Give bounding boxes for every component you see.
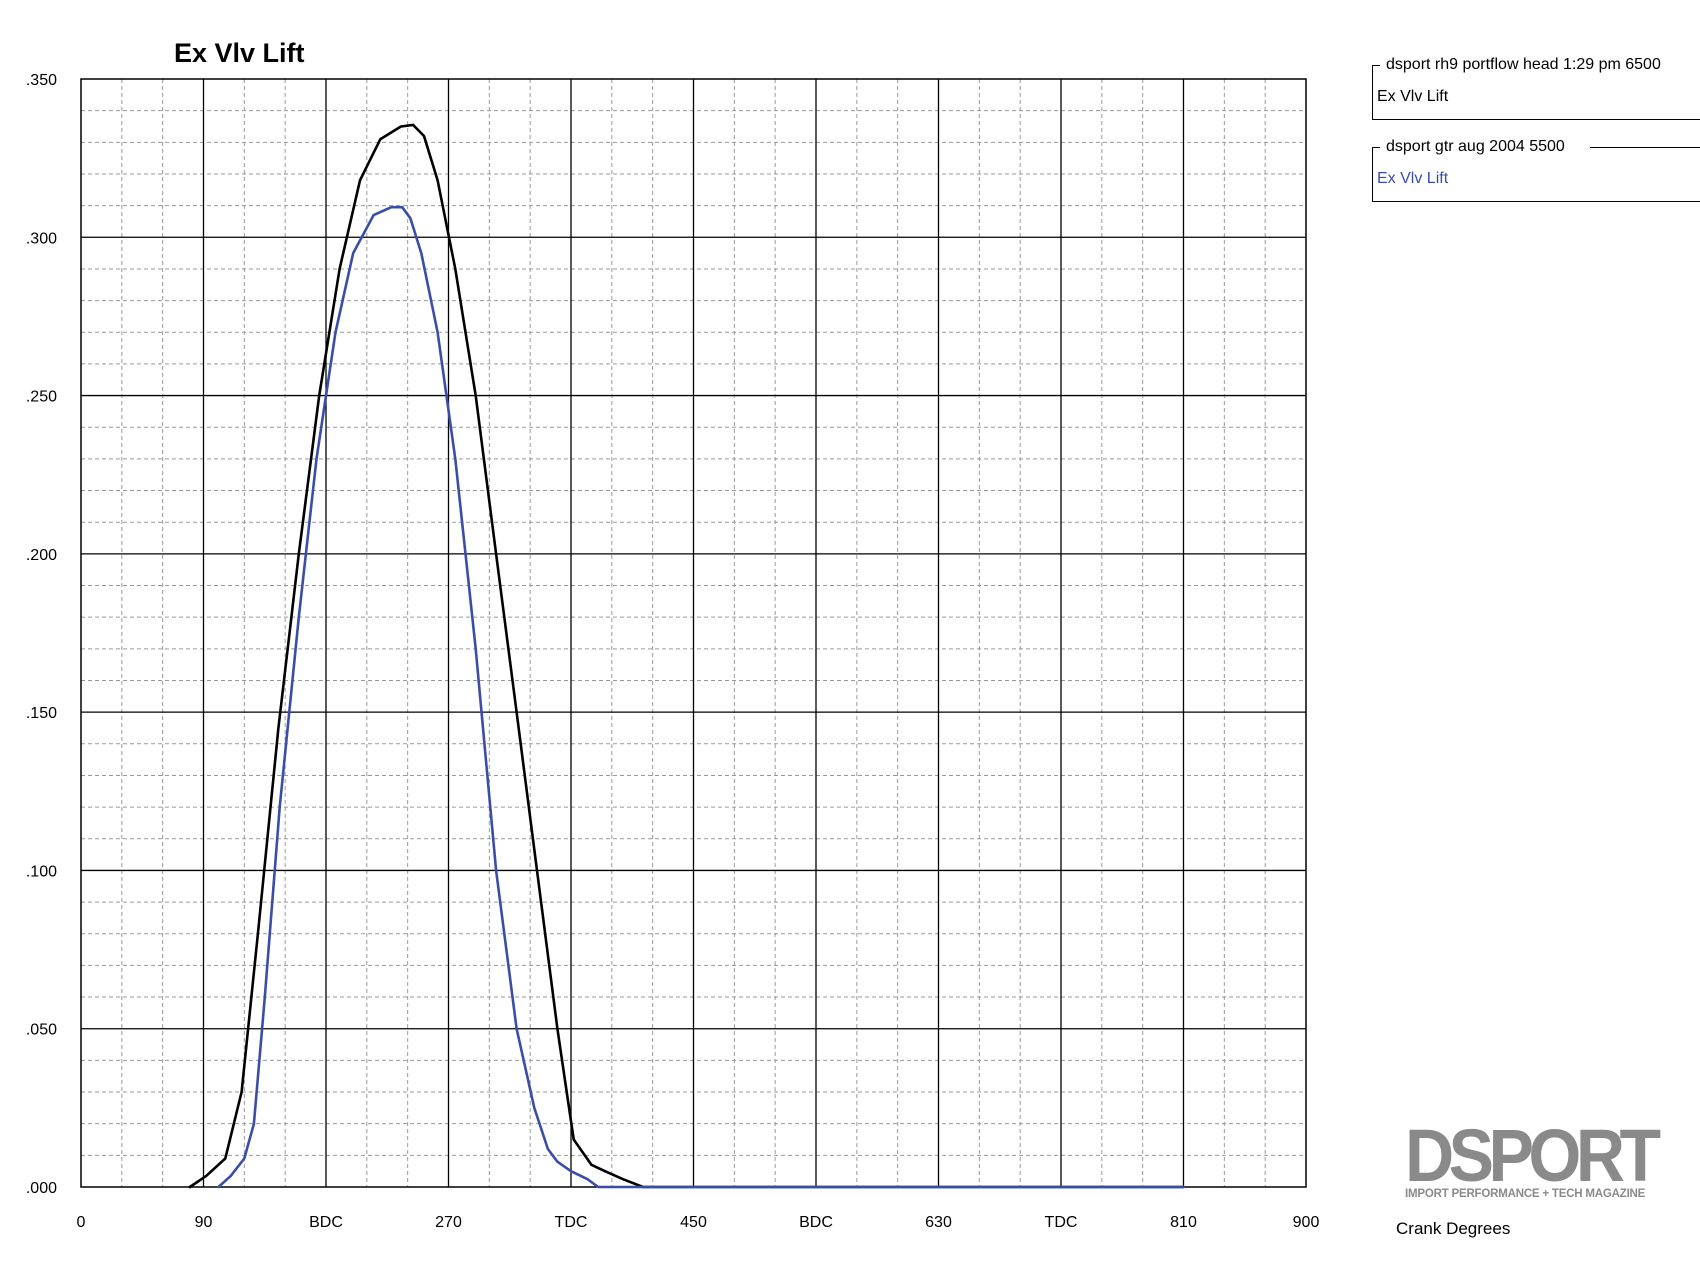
series-line-2 bbox=[217, 205, 1185, 1189]
x-tick-label: 630 bbox=[925, 1214, 952, 1231]
series-line-1 bbox=[188, 123, 1185, 1189]
x-tick-labels: 0 90 BDC 270 TDC 450 BDC 630 TDC 810 900 bbox=[77, 1214, 1320, 1231]
x-axis-title: Crank Degrees bbox=[1396, 1219, 1511, 1238]
x-tick-label: 270 bbox=[435, 1214, 462, 1231]
legend-box-2 bbox=[1372, 147, 1700, 202]
x-tick-label: BDC bbox=[799, 1214, 833, 1231]
dsport-logo: DSPORT IMPORT PERFORMANCE + TECH MAGAZIN… bbox=[1405, 1114, 1695, 1201]
x-tick-label: TDC bbox=[555, 1214, 588, 1231]
legend-box-1 bbox=[1372, 65, 1700, 120]
legend-group-1: dsport rh9 portflow head 1:29 pm 6500 bbox=[1380, 56, 1667, 74]
logo-tagline: IMPORT PERFORMANCE + TECH MAGAZINE bbox=[1405, 1188, 1646, 1200]
y-tick-label: .250 bbox=[26, 389, 57, 406]
x-tick-label: TDC bbox=[1045, 1214, 1078, 1231]
y-tick-label: .350 bbox=[26, 72, 57, 89]
x-tick-label: 0 bbox=[77, 1214, 86, 1231]
legend-rule-1 bbox=[1372, 65, 1380, 66]
y-tick-label: .150 bbox=[26, 705, 57, 722]
legend-rule-2-right bbox=[1590, 147, 1700, 148]
x-tick-label: 90 bbox=[195, 1214, 213, 1231]
legend-rule-2 bbox=[1372, 147, 1380, 148]
chart-title: Ex Vlv Lift bbox=[174, 38, 305, 68]
major-gridlines bbox=[81, 79, 1306, 1187]
y-tick-label: .050 bbox=[26, 1022, 57, 1039]
legend-series-1: Ex Vlv Lift bbox=[1377, 88, 1449, 105]
y-tick-label: .200 bbox=[26, 547, 57, 564]
x-tick-label: 900 bbox=[1293, 1214, 1320, 1231]
x-tick-label: BDC bbox=[309, 1214, 343, 1231]
x-tick-label: 450 bbox=[680, 1214, 707, 1231]
y-tick-labels: .000 .050 .100 .150 .200 .250 .300 .350 bbox=[26, 72, 57, 1197]
series-layer bbox=[188, 123, 1185, 1189]
legend-group-2: dsport gtr aug 2004 5500 bbox=[1380, 138, 1571, 156]
y-tick-label: .100 bbox=[26, 863, 57, 880]
x-tick-label: 810 bbox=[1170, 1214, 1197, 1231]
y-tick-label: .300 bbox=[26, 230, 57, 247]
y-tick-label: .000 bbox=[26, 1180, 57, 1197]
legend-series-2: Ex Vlv Lift bbox=[1377, 170, 1449, 187]
logo-wordmark: DSPORT bbox=[1405, 1114, 1661, 1197]
